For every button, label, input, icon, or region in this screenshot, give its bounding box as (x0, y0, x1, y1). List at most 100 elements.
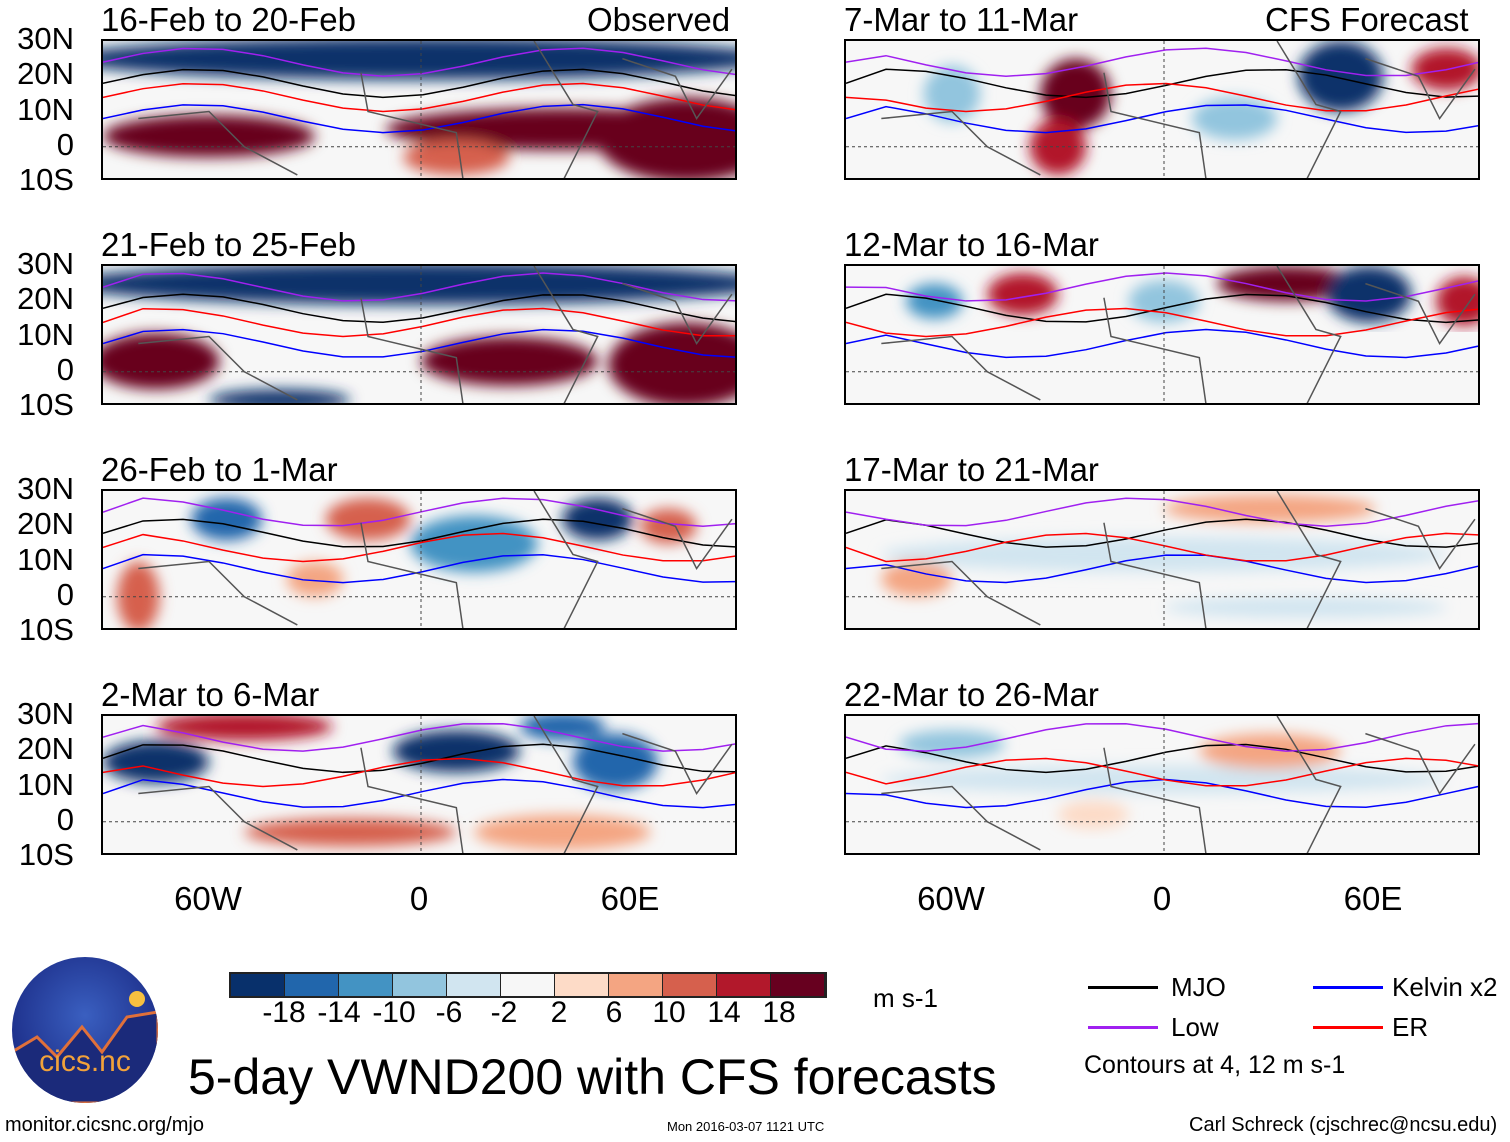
panel-title: 2-Mar to 6-Mar (101, 676, 320, 713)
mountain-icon (12, 991, 158, 1103)
contour-line (846, 532, 1478, 563)
source-url[interactable]: monitor.cicsnc.org/mjo (5, 1114, 204, 1136)
anomaly-region (1192, 97, 1278, 140)
anomaly-region (209, 389, 351, 403)
colorbar-tick-label: 18 (762, 996, 796, 1029)
map-panel (101, 264, 737, 405)
lat-tick-label: 10S (18, 387, 74, 422)
colorbar (229, 972, 827, 998)
lat-tick-label: 10N (17, 541, 74, 577)
contour-line (103, 757, 735, 788)
colorbar-swatch (717, 974, 771, 996)
colorbar-swatch (393, 974, 447, 996)
anomaly-region (1436, 276, 1478, 326)
anomaly-region (881, 536, 1447, 573)
anomaly-region (608, 322, 735, 403)
contour-line (846, 68, 1478, 99)
lat-tick-label: 10S (18, 162, 74, 197)
colorbar-tick-label: -18 (262, 996, 306, 1029)
lat-tick-label: 0 (56, 576, 74, 612)
lon-tick-label: 60W (174, 880, 242, 917)
anomaly-region (191, 498, 262, 541)
anomaly-region (987, 273, 1058, 316)
contour-line (846, 757, 1478, 787)
lat-tick-label: 10N (17, 91, 74, 127)
contour-line (103, 68, 735, 99)
lat-tick-label: 0 (56, 126, 74, 162)
contour-line (103, 82, 735, 113)
contour-line (846, 47, 1478, 77)
legend-label-er: ER (1392, 1012, 1429, 1042)
anomaly-region (1164, 596, 1447, 618)
legend-label-kelvin: Kelvin x2 (1392, 972, 1498, 1002)
anomaly-region (923, 65, 981, 123)
contour-line (846, 497, 1478, 528)
contour-line (103, 743, 735, 774)
colorbar-units: m s-1 (873, 983, 938, 1013)
figure-title: 5-day VWND200 with CFS forecasts (188, 1049, 997, 1105)
anomaly-region (474, 814, 651, 850)
lat-tick-label: 20N (17, 731, 74, 767)
coastline (138, 41, 733, 178)
lat-tick-label: 20N (17, 56, 74, 92)
contour-line (846, 743, 1478, 774)
contour-line (103, 778, 735, 809)
lat-tick-label: 30N (17, 246, 74, 281)
panel-title: 16-Feb to 20-Feb (101, 1, 356, 38)
contour-line (846, 272, 1478, 302)
contour-line (103, 518, 735, 548)
anomaly-region (899, 730, 1005, 759)
anomaly-region (1164, 494, 1376, 523)
colorbar-tick-label: 2 (550, 996, 568, 1029)
colorbar-swatch (663, 974, 717, 996)
lat-tick-label: 10N (17, 316, 74, 352)
timestamp: Mon 2016-03-07 1121 UTC (667, 1119, 825, 1134)
coastline (138, 491, 733, 628)
contour-line (846, 104, 1478, 134)
anomaly-region (519, 716, 605, 741)
colorbar-tick-label: -2 (490, 996, 518, 1029)
legend-line-low (1088, 1026, 1158, 1029)
cics-logo: cics.nc (12, 957, 158, 1103)
contour-line (846, 554, 1478, 584)
coastline (138, 266, 733, 403)
anomaly-region (421, 336, 598, 386)
map-panel (844, 489, 1480, 630)
lon-tick-label: 60E (1343, 880, 1403, 917)
map-panel (101, 714, 737, 855)
contour-line (103, 272, 735, 302)
author: Carl Schreck (cjschrec@ncsu.edu) (1189, 1114, 1498, 1136)
colorbar-swatch (771, 974, 825, 996)
lat-tick-label: 20N (17, 281, 74, 317)
colorbar-tick-label: 6 (605, 996, 623, 1029)
lat-tick-label: 20N (17, 506, 74, 542)
anomaly-region (1326, 266, 1412, 323)
anomaly-region (103, 332, 220, 390)
contour-line (103, 722, 735, 752)
coastline (881, 266, 1476, 403)
legend-label-low: Low (1171, 1012, 1219, 1042)
observed-label: Observed (587, 1, 731, 38)
logo-text: cics.nc (39, 1045, 131, 1078)
lat-tick-label: 10S (18, 612, 74, 647)
legend-line-mjo (1088, 986, 1158, 989)
contour-line (846, 307, 1478, 338)
panel-title: 7-Mar to 11-Mar (844, 1, 1079, 38)
map-panel (844, 39, 1480, 180)
lon-tick-label: 0 (409, 880, 429, 917)
map-panel (101, 489, 737, 630)
coastline (881, 491, 1476, 628)
contour-line (103, 307, 735, 338)
anomaly-region (286, 561, 344, 597)
lat-tick-label: 10S (18, 837, 74, 872)
colorbar-swatch (447, 974, 501, 996)
colorbar-swatch (231, 974, 285, 996)
contour-line (846, 293, 1478, 324)
contour-line (846, 82, 1478, 113)
anomaly-region (562, 498, 633, 541)
contour-line (103, 553, 735, 584)
lon-tick-label: 60W (917, 880, 985, 917)
contour-note: Contours at 4, 12 m s-1 (1084, 1051, 1346, 1079)
legend-label-mjo: MJO (1171, 972, 1226, 1002)
panel-title: 12-Mar to 16-Mar (844, 226, 1099, 263)
